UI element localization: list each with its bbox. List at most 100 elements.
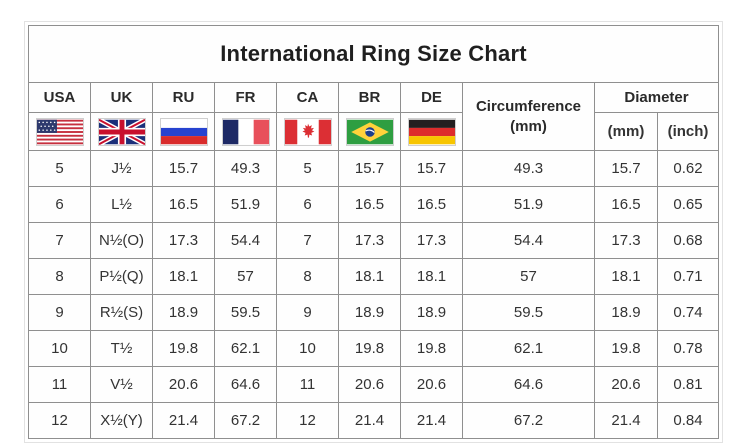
table-cell: 49.3: [214, 150, 277, 187]
table-row: 12 X½(Y) 21.4 67.2 12 21.4 21.4 67.2 21.4 0.84: [28, 402, 719, 439]
table-cell: 17.3: [338, 222, 401, 259]
column-label-row: USA UK RU FR CA BR DE Circumference (mm)…: [28, 82, 719, 151]
table-cell: 5: [28, 150, 91, 187]
table-row: 7 N½(O) 17.3 54.4 7 17.3 17.3 54.4 17.3 0.68: [28, 222, 719, 259]
table-cell: 7: [276, 222, 339, 259]
table-body: 5 J½ 15.7 49.3 5 15.7 15.7 49.3 15.7 0.62 6 L½ 16.5 5…: [28, 150, 719, 439]
flag-cell-ru: [152, 112, 215, 151]
table-cell: 19.8: [594, 330, 658, 367]
table-cell: 20.6: [338, 366, 401, 403]
table-cell: 0.84: [657, 402, 719, 439]
table-cell: 21.4: [338, 402, 401, 439]
col-header-fr: FR: [214, 82, 277, 113]
col-header-diameter-mm: (mm): [594, 112, 658, 151]
table-cell: 59.5: [462, 294, 595, 331]
table-cell: 18.1: [400, 258, 463, 295]
col-header-ru: RU: [152, 82, 215, 113]
table-cell: 19.8: [338, 330, 401, 367]
table-cell: 8: [28, 258, 91, 295]
table-cell: 10: [28, 330, 91, 367]
table-cell: 18.1: [594, 258, 658, 295]
col-header-circumference: Circumference (mm): [462, 82, 595, 151]
ring-size-table: International Ring Size Chart USA UK RU …: [24, 21, 723, 443]
table-cell: 8: [276, 258, 339, 295]
table-cell: 0.78: [657, 330, 719, 367]
circumference-unit: (mm): [510, 117, 547, 135]
table-cell: 17.3: [594, 222, 658, 259]
table-row: 10 T½ 19.8 62.1 10 19.8 19.8 62.1 19.8 0.78: [28, 330, 719, 367]
table-cell: 5: [276, 150, 339, 187]
table-cell: 18.9: [152, 294, 215, 331]
table-cell: X½(Y): [90, 402, 153, 439]
table-cell: V½: [90, 366, 153, 403]
table-cell: 64.6: [214, 366, 277, 403]
table-cell: P½(Q): [90, 258, 153, 295]
flag-cell-fr: [214, 112, 277, 151]
table-cell: 11: [276, 366, 339, 403]
table-cell: L½: [90, 186, 153, 223]
table-cell: 0.81: [657, 366, 719, 403]
flag-cell-uk: [90, 112, 153, 151]
table-cell: 9: [276, 294, 339, 331]
table-cell: 21.4: [594, 402, 658, 439]
title-row: International Ring Size Chart: [28, 25, 719, 83]
table-cell: 15.7: [338, 150, 401, 187]
germany-flag-icon: [408, 119, 455, 144]
table-cell: 64.6: [462, 366, 595, 403]
table-row: 6 L½ 16.5 51.9 6 16.5 16.5 51.9 16.5 0.65: [28, 186, 719, 223]
table-cell: J½: [90, 150, 153, 187]
canada-flag-icon: [284, 119, 331, 144]
table-cell: 62.1: [462, 330, 595, 367]
flag-cell-br: [338, 112, 401, 151]
brazil-flag-icon: [346, 119, 393, 144]
table-cell: 20.6: [594, 366, 658, 403]
table-cell: N½(O): [90, 222, 153, 259]
table-cell: 0.62: [657, 150, 719, 187]
table-cell: 18.9: [594, 294, 658, 331]
flag-cell-de: [400, 112, 463, 151]
flag-row: (mm) (inch): [28, 112, 719, 151]
col-header-usa: USA: [28, 82, 91, 113]
table-cell: 20.6: [400, 366, 463, 403]
col-header-diameter: Diameter: [594, 82, 719, 113]
table-cell: 18.1: [338, 258, 401, 295]
table-cell: 6: [28, 186, 91, 223]
table-cell: 62.1: [214, 330, 277, 367]
table-row: 9 R½(S) 18.9 59.5 9 18.9 18.9 59.5 18.9 0.74: [28, 294, 719, 331]
table-cell: 54.4: [214, 222, 277, 259]
table-cell: 12: [28, 402, 91, 439]
col-header-uk: UK: [90, 82, 153, 113]
table-cell: 51.9: [214, 186, 277, 223]
col-header-br: BR: [338, 82, 401, 113]
table-cell: 12: [276, 402, 339, 439]
page-title: International Ring Size Chart: [28, 25, 719, 83]
table-cell: T½: [90, 330, 153, 367]
table-row: 11 V½ 20.6 64.6 11 20.6 20.6 64.6 20.6 0.81: [28, 366, 719, 403]
table-cell: 9: [28, 294, 91, 331]
table-cell: R½(S): [90, 294, 153, 331]
table-cell: 0.68: [657, 222, 719, 259]
table-cell: 17.3: [152, 222, 215, 259]
table-cell: 16.5: [152, 186, 215, 223]
table-cell: 16.5: [594, 186, 658, 223]
table-cell: 49.3: [462, 150, 595, 187]
table-cell: 19.8: [400, 330, 463, 367]
france-flag-icon: [222, 119, 269, 144]
table-cell: 20.6: [152, 366, 215, 403]
table-cell: 18.1: [152, 258, 215, 295]
col-header-ca: CA: [276, 82, 339, 113]
flag-cell-ca: [276, 112, 339, 151]
table-cell: 15.7: [594, 150, 658, 187]
table-cell: 67.2: [462, 402, 595, 439]
table-cell: 16.5: [400, 186, 463, 223]
table-cell: 19.8: [152, 330, 215, 367]
table-cell: 54.4: [462, 222, 595, 259]
table-cell: 15.7: [152, 150, 215, 187]
table-cell: 0.74: [657, 294, 719, 331]
table-cell: 16.5: [338, 186, 401, 223]
table-cell: 51.9: [462, 186, 595, 223]
uk-flag-icon: [98, 118, 145, 145]
table-cell: 57: [462, 258, 595, 295]
table-cell: 0.71: [657, 258, 719, 295]
